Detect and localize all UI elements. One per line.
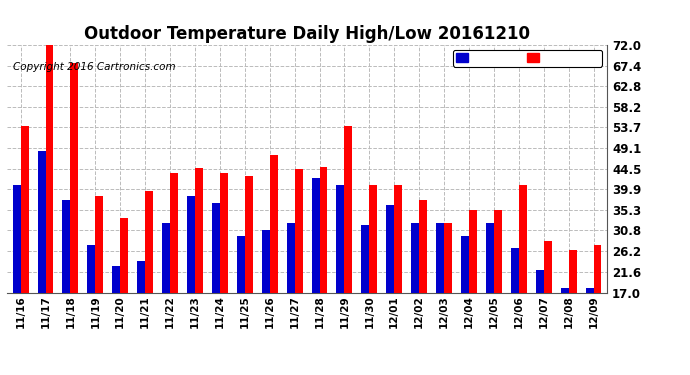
Bar (535, 270, 544, 292)
Bar (469, 210, 477, 292)
Bar (560, 288, 569, 292)
Bar (344, 126, 353, 292)
Bar (319, 166, 328, 292)
Bar (461, 236, 469, 292)
Bar (220, 173, 228, 292)
Bar (270, 155, 277, 292)
Bar (337, 184, 344, 292)
Bar (411, 223, 419, 292)
Bar (212, 202, 220, 292)
Bar (511, 248, 519, 292)
Bar (444, 223, 452, 292)
Text: Copyright 2016 Cartronics.com: Copyright 2016 Cartronics.com (13, 62, 175, 72)
Bar (237, 236, 245, 292)
Bar (170, 173, 178, 292)
Bar (486, 223, 494, 292)
Bar (262, 230, 270, 292)
Bar (419, 200, 427, 292)
Bar (187, 196, 195, 292)
Bar (569, 250, 577, 292)
Bar (95, 196, 104, 292)
Bar (37, 151, 46, 292)
Bar (112, 266, 120, 292)
Bar (245, 176, 253, 292)
Bar (63, 200, 70, 292)
Bar (544, 241, 551, 292)
Bar (494, 210, 502, 292)
Bar (311, 178, 319, 292)
Title: Outdoor Temperature Daily High/Low 20161210: Outdoor Temperature Daily High/Low 20161… (84, 26, 530, 44)
Bar (295, 169, 303, 292)
Bar (593, 245, 602, 292)
Bar (436, 223, 444, 292)
Bar (145, 191, 153, 292)
Bar (21, 126, 28, 292)
Bar (88, 245, 95, 292)
Bar (162, 223, 170, 292)
Bar (386, 205, 394, 292)
Bar (137, 261, 145, 292)
Bar (46, 45, 54, 292)
Bar (120, 218, 128, 292)
Bar (394, 184, 402, 292)
Bar (362, 225, 369, 292)
Bar (586, 288, 593, 292)
Bar (12, 184, 21, 292)
Bar (70, 63, 79, 292)
Legend: Low  (°F), High  (°F): Low (°F), High (°F) (453, 50, 602, 66)
Bar (369, 184, 377, 292)
Bar (286, 223, 295, 292)
Bar (195, 168, 203, 292)
Bar (519, 184, 526, 292)
